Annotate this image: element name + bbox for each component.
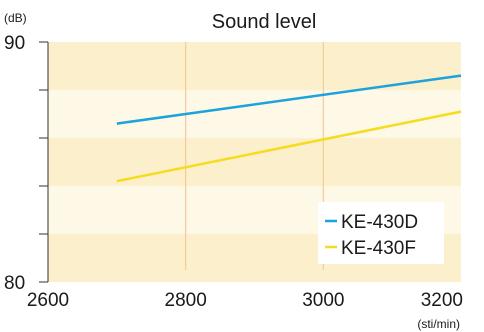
legend-label: KE-430F [341, 238, 416, 259]
axis-labels: 80 90 2600 2800 3000 3200 [4, 33, 463, 311]
x-tick-label: 3000 [302, 290, 344, 311]
y-tick-label: 90 [4, 33, 25, 54]
background-band [48, 42, 461, 90]
y-axis-unit-label: (dB) [4, 11, 27, 25]
x-tick-label: 3200 [421, 290, 463, 311]
x-tick-label: 2600 [27, 290, 69, 311]
y-axis [39, 41, 49, 283]
legend: KE-430D KE-430F [318, 202, 444, 264]
y-tick-label: 80 [4, 273, 25, 294]
x-tick-label: 2800 [165, 290, 207, 311]
x-axis-unit-label: (sti/min) [417, 317, 460, 331]
background-band [48, 90, 461, 138]
series-line-ke-430d [116, 74, 462, 125]
series-lines [116, 74, 462, 183]
chart-title: Sound level [212, 11, 317, 33]
background-band [48, 138, 461, 186]
series-line-ke-430f [116, 110, 462, 183]
legend-label: KE-430D [341, 212, 418, 233]
legend-box [318, 202, 444, 264]
